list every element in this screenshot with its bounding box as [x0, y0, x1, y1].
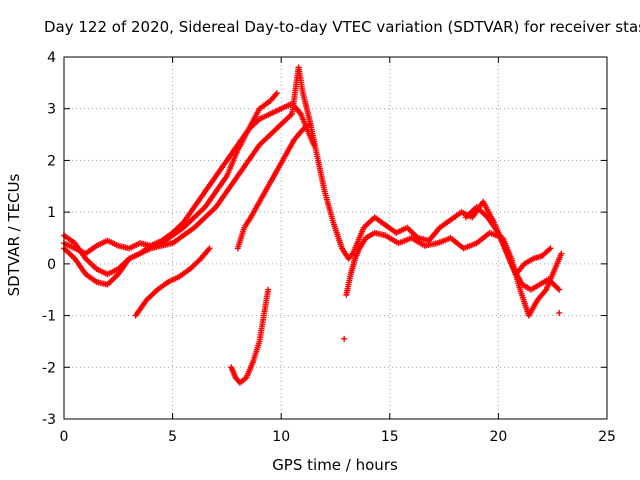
y-tick-label: 4 [47, 50, 56, 66]
axis-ticks: 0 5 10 15 20 25 -3 -2 -1 0 1 2 3 4 [42, 50, 616, 445]
data-point [341, 335, 348, 342]
data-point [556, 309, 563, 316]
y-tick-label: 0 [47, 257, 56, 273]
chart-title: Day 122 of 2020, Sidereal Day-to-day VTE… [44, 18, 640, 36]
y-tick-label: -1 [42, 309, 56, 325]
data-point [556, 286, 563, 293]
x-tick-label: 25 [598, 429, 616, 445]
x-tick-label: 10 [272, 429, 290, 445]
y-tick-label: 2 [47, 153, 56, 169]
y-axis-label: SDTVAR / TECUs [5, 173, 23, 297]
data-point [306, 121, 313, 128]
data-point [273, 90, 280, 97]
y-tick-label: 1 [47, 205, 56, 221]
data-point [265, 286, 272, 293]
plot-frame [63, 56, 608, 420]
x-tick-label: 5 [168, 429, 177, 445]
y-tick-label: 3 [47, 102, 56, 118]
x-axis-label: GPS time / hours [272, 456, 398, 474]
x-tick-label: 20 [489, 429, 507, 445]
data-point [558, 250, 565, 257]
y-tick-label: -2 [42, 360, 56, 376]
data-points [61, 64, 565, 386]
data-point [310, 141, 317, 148]
x-tick-label: 15 [381, 429, 399, 445]
x-tick-label: 0 [60, 429, 69, 445]
data-point [206, 245, 213, 252]
grid [64, 57, 607, 419]
data-point [547, 245, 554, 252]
y-tick-label: -3 [42, 412, 56, 428]
